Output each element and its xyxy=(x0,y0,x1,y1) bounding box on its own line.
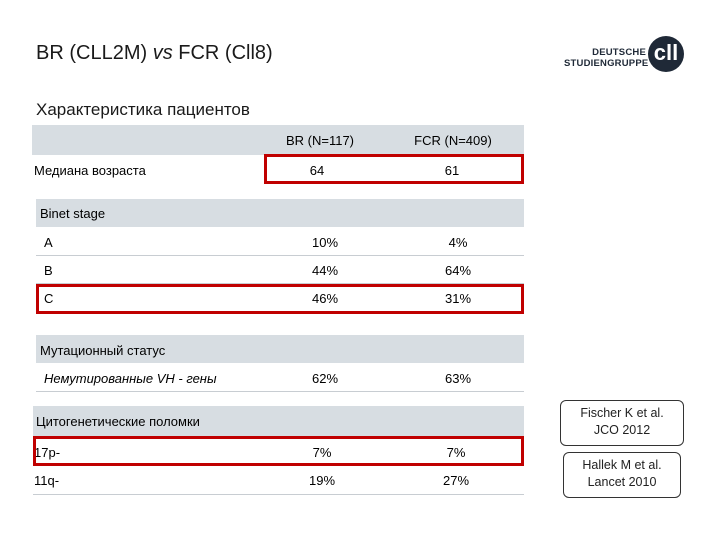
cll-logo-icon: cll xyxy=(648,36,684,72)
cyto-row-11q-br: 19% xyxy=(308,473,336,488)
median-age-label: Медиана возраста xyxy=(34,163,146,178)
reference-hallek-line1: Hallek M et al. xyxy=(582,458,662,472)
study-group-logo: DEUTSCHE STUDIENGRUPPE cll xyxy=(560,36,690,76)
median-age-highlight xyxy=(264,154,524,184)
section-subtitle: Характеристика пациентов xyxy=(36,100,250,119)
binet-row-c-fcr: 31% xyxy=(444,291,472,306)
binet-divider-2 xyxy=(36,283,524,284)
cyto-row-17p-highlight xyxy=(33,436,524,466)
reference-fischer-line1: Fischer K et al. xyxy=(580,406,664,420)
mutation-divider xyxy=(36,391,524,392)
binet-row-a-fcr: 4% xyxy=(448,235,468,250)
table-header-band xyxy=(32,125,524,155)
mutation-row-label: Немутированные VH - гены xyxy=(44,371,217,386)
cyto-bottom-divider xyxy=(33,494,524,495)
mutation-band xyxy=(36,335,524,363)
binet-row-a-br: 10% xyxy=(311,235,339,250)
reference-fischer-line2: JCO 2012 xyxy=(593,423,651,437)
cytogenetic-heading: Цитогенетические поломки xyxy=(36,414,200,429)
cyto-row-11q-label: 11q- xyxy=(34,473,60,488)
cytogenetic-band xyxy=(33,406,524,436)
column-header-fcr: FCR (N=409) xyxy=(414,133,492,148)
cyto-row-17p-fcr: 7% xyxy=(446,445,466,460)
reference-hallek-line2: Lancet 2010 xyxy=(587,475,657,489)
mutation-heading: Мутационный статус xyxy=(40,343,166,358)
binet-heading: Binet stage xyxy=(40,206,106,221)
binet-row-a-label: A xyxy=(44,235,53,250)
logo-line2: STUDIENGRUPPE xyxy=(564,58,649,69)
median-age-fcr: 61 xyxy=(444,163,460,178)
column-header-br: BR (N=117) xyxy=(285,133,355,148)
binet-divider-1 xyxy=(36,255,524,256)
binet-band xyxy=(36,199,524,227)
reference-hallek: Hallek M et al. Lancet 2010 xyxy=(563,452,681,498)
mutation-row-br: 62% xyxy=(311,371,339,386)
reference-fischer: Fischer K et al. JCO 2012 xyxy=(560,400,684,446)
cyto-row-17p-br: 7% xyxy=(312,445,332,460)
cyto-row-11q-fcr: 27% xyxy=(442,473,470,488)
binet-row-b-fcr: 64% xyxy=(444,263,472,278)
slide-title: BR (CLL2M) vs FCR (Cll8) xyxy=(36,42,273,64)
cyto-row-17p-label: 17p- xyxy=(34,445,61,460)
binet-row-c-label: C xyxy=(44,291,54,306)
median-age-br: 64 xyxy=(309,163,325,178)
mutation-row-fcr: 63% xyxy=(444,371,472,386)
binet-row-c-br: 46% xyxy=(311,291,339,306)
logo-line1: DEUTSCHE xyxy=(592,47,646,58)
binet-row-c-highlight xyxy=(36,284,524,314)
binet-row-b-br: 44% xyxy=(311,263,339,278)
binet-row-b-label: B xyxy=(44,263,53,278)
